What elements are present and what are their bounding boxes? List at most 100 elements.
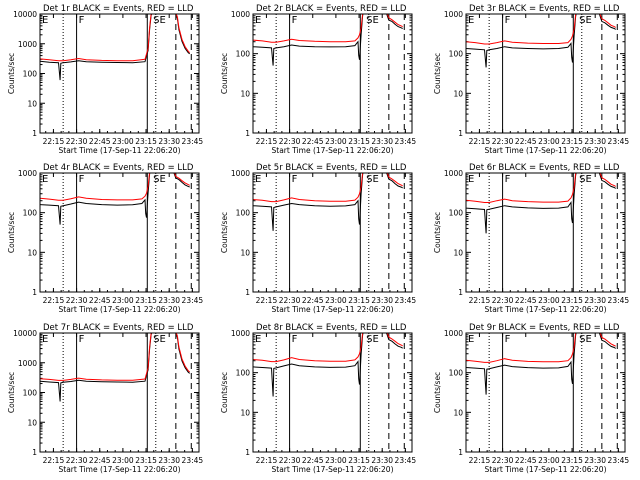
- y-tick-label: 1000: [444, 329, 463, 338]
- series-line-lld: [253, 333, 403, 363]
- y-tick-label: 1: [458, 448, 463, 457]
- x-axis-label: Start Time (17-Sep-11 22:06:20): [59, 146, 181, 155]
- x-tick-label: 22:30: [492, 296, 514, 305]
- x-tick-label: 22:45: [89, 137, 111, 146]
- x-tick-label: 23:45: [608, 456, 630, 465]
- flag-label: SE: [153, 334, 166, 345]
- x-tick-label: 23:45: [395, 296, 417, 305]
- chart-title: Det 4r BLACK = Events, RED = LLD: [43, 163, 194, 173]
- x-tick-label: 22:45: [515, 296, 537, 305]
- x-tick-label: 23:30: [371, 137, 393, 146]
- x-tick-label: 22:45: [89, 296, 111, 305]
- plot-frame: [465, 172, 626, 293]
- x-tick-label: 23:15: [348, 137, 370, 146]
- y-tick-label: 10000: [13, 10, 37, 19]
- y-tick-label: 100: [236, 369, 251, 378]
- x-tick-label: 22:30: [279, 296, 301, 305]
- series-line-lld: [466, 173, 616, 203]
- chart-title: Det 5r BLACK = Events, RED = LLD: [256, 163, 407, 173]
- x-tick-label: 22:45: [89, 456, 111, 465]
- x-axis-label: Start Time (17-Sep-11 22:06:20): [272, 305, 394, 314]
- flag-label: F: [292, 15, 298, 26]
- plot-frame: [252, 13, 413, 134]
- series-line-lld: [253, 173, 403, 203]
- series-line-lld: [40, 333, 191, 381]
- x-tick-label: 22:15: [469, 137, 491, 146]
- y-tick-label: 1000: [444, 10, 463, 19]
- series-line-events: [40, 333, 191, 402]
- chart-title: Det 7r BLACK = Events, RED = LLD: [43, 323, 194, 333]
- y-axis-label: Counts/sec: [7, 372, 16, 413]
- y-tick-label: 1: [32, 448, 37, 457]
- series-line-events: [253, 333, 403, 397]
- flag-label: SE: [366, 334, 379, 345]
- y-tick-label: 100: [23, 209, 38, 218]
- y-tick-label: 1000: [231, 169, 250, 178]
- flag-label: F: [79, 174, 85, 185]
- x-tick-label: 22:15: [469, 296, 491, 305]
- x-tick-label: 22:45: [515, 137, 537, 146]
- series-line-events: [40, 173, 190, 225]
- x-tick-label: 22:30: [66, 296, 88, 305]
- y-tick-label: 100: [236, 209, 251, 218]
- series-line-events: [466, 14, 616, 68]
- x-tick-label: 23:30: [371, 456, 393, 465]
- y-tick-label: 1: [32, 129, 37, 138]
- x-axis-label: Start Time (17-Sep-11 22:06:20): [272, 146, 394, 155]
- x-tick-label: 22:45: [302, 137, 324, 146]
- flag-label: SE: [153, 174, 166, 185]
- x-tick-label: 23:45: [608, 296, 630, 305]
- x-tick-label: 23:45: [608, 137, 630, 146]
- y-tick-label: 10: [27, 99, 37, 108]
- chart-title: Det 1r BLACK = Events, RED = LLD: [43, 4, 194, 14]
- x-tick-label: 22:30: [492, 456, 514, 465]
- x-tick-label: 23:30: [158, 296, 180, 305]
- flag-label: F: [505, 334, 511, 345]
- flag-label: F: [79, 15, 85, 26]
- y-axis-label: Counts/sec: [433, 212, 442, 253]
- y-tick-label: 1: [245, 448, 250, 457]
- series-line-lld: [40, 14, 191, 62]
- plot-frame: [252, 172, 413, 293]
- y-tick-label: 1: [245, 129, 250, 138]
- y-tick-label: 1: [458, 288, 463, 297]
- y-tick-label: 10: [453, 408, 463, 417]
- chart-title: Det 2r BLACK = Events, RED = LLD: [256, 4, 407, 14]
- flag-label: F: [292, 174, 298, 185]
- x-tick-label: 23:00: [538, 137, 560, 146]
- x-tick-label: 23:30: [158, 456, 180, 465]
- x-tick-label: 22:30: [279, 137, 301, 146]
- series-line-events: [253, 173, 403, 231]
- chart-title: Det 6r BLACK = Events, RED = LLD: [469, 163, 620, 173]
- x-tick-label: 22:15: [43, 456, 65, 465]
- x-tick-label: 23:30: [158, 137, 180, 146]
- y-tick-label: 10: [453, 248, 463, 257]
- flag-label: SE: [366, 15, 379, 26]
- y-tick-label: 10: [27, 418, 37, 427]
- series-line-lld: [40, 173, 190, 201]
- y-tick-label: 1000: [18, 169, 37, 178]
- chart-panel-6: Det 6r BLACK = Events, RED = LLD 1 10 100 10…: [433, 163, 629, 314]
- series-line-events: [40, 14, 190, 81]
- y-axis-label: Counts/sec: [220, 53, 229, 94]
- x-tick-label: 23:15: [561, 296, 583, 305]
- y-tick-label: 10: [240, 408, 250, 417]
- x-axis-label: Start Time (17-Sep-11 22:06:20): [485, 305, 607, 314]
- flag-label: E: [255, 174, 261, 185]
- y-tick-label: 100: [23, 389, 38, 398]
- y-tick-label: 1000: [18, 359, 37, 368]
- x-axis-label: Start Time (17-Sep-11 22:06:20): [59, 465, 181, 474]
- x-tick-label: 23:15: [561, 456, 583, 465]
- flag-label: F: [79, 334, 85, 345]
- x-tick-label: 23:45: [182, 296, 204, 305]
- chart-panel-9: Det 9r BLACK = Events, RED = LLD 1 10 100 10…: [433, 323, 629, 474]
- x-tick-label: 22:15: [256, 296, 278, 305]
- x-tick-label: 23:15: [135, 296, 157, 305]
- flag-label: E: [42, 174, 48, 185]
- series-line-lld: [466, 14, 616, 45]
- y-tick-label: 1000: [231, 329, 250, 338]
- x-axis-label: Start Time (17-Sep-11 22:06:20): [485, 146, 607, 155]
- flag-label: SE: [579, 174, 592, 185]
- flag-label: E: [468, 15, 474, 26]
- chart-panel-8: Det 8r BLACK = Events, RED = LLD 1 10 100 10…: [220, 323, 416, 474]
